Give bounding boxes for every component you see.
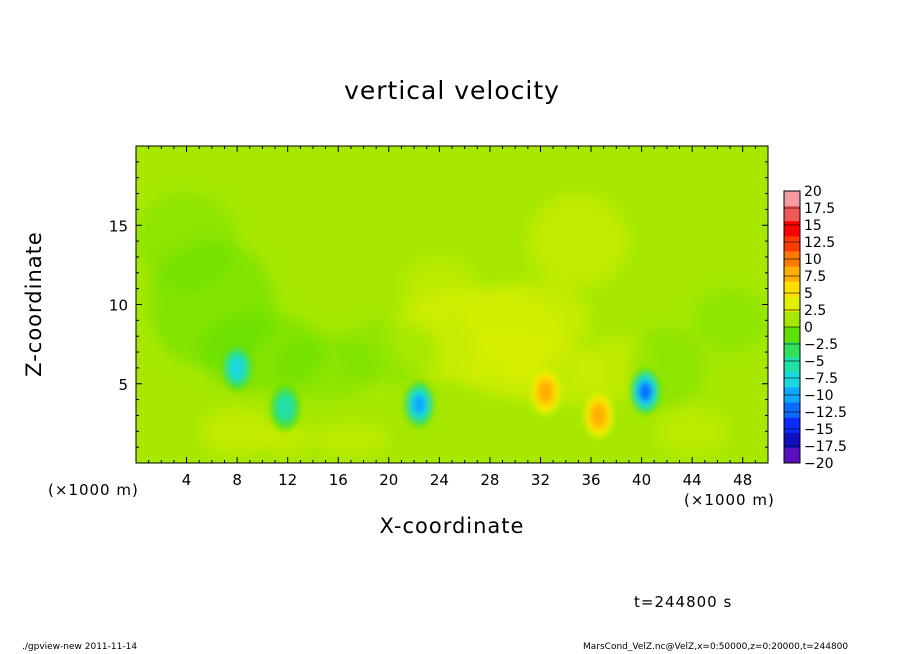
texture-patch: [401, 256, 478, 321]
colorbar-label: −20: [804, 456, 834, 472]
colorbar-label: −12.5: [804, 405, 847, 421]
colorbar-swatch: [784, 281, 800, 298]
time-label: t=244800 s: [634, 593, 733, 611]
texture-patch: [692, 288, 768, 353]
x-tick-label: 4: [182, 471, 192, 489]
colorbar-swatch: [784, 191, 800, 207]
colorbar-swatch: [784, 266, 800, 283]
colorbar-swatch: [784, 206, 800, 222]
x-axis-unit-left: (×1000 m): [48, 481, 139, 499]
footer-data-source: MarsCond_VelZ.nc@VelZ,x=0:50000,z=0:2000…: [583, 642, 849, 652]
texture-patch: [312, 423, 389, 456]
x-tick-label: 12: [278, 471, 297, 489]
colorbar-label: 7.5: [804, 269, 826, 285]
colorbar-label: 12.5: [804, 235, 835, 251]
colorbar-label: −15: [804, 422, 834, 438]
colorbar-swatch: [784, 327, 800, 343]
footer-program-info: ./gpview-new 2011-11-14: [22, 642, 138, 652]
colorbar-label: −7.5: [804, 371, 838, 387]
heatmap-field: [136, 146, 768, 463]
colorbar-swatch: [784, 296, 800, 313]
y-tick-label: 5: [118, 376, 128, 394]
colorbar-swatch: [784, 236, 800, 252]
velocity-feature-5: [639, 383, 652, 401]
colorbar-swatch: [784, 342, 800, 358]
velocity-feature-0: [230, 357, 245, 379]
colorbar-label: 0: [804, 320, 813, 336]
x-axis-ticks: 4 8 12 16 20 24 28 32 36 40 44 48: [148, 146, 756, 489]
y-tick-label: 10: [109, 297, 128, 315]
x-tick-label: 40: [632, 471, 651, 489]
colorbar-swatch: [784, 402, 800, 419]
colorbar-swatch: [784, 447, 800, 464]
velocity-feature-4: [590, 403, 607, 428]
velocity-feature-2: [412, 395, 426, 414]
x-tick-label: 32: [531, 471, 550, 489]
colorbar-label: 17.5: [804, 201, 835, 217]
texture-patch: [338, 320, 440, 384]
colorbar-swatch: [784, 372, 800, 388]
x-axis-label: X-coordinate: [379, 514, 525, 538]
velocity-feature-1: [277, 395, 294, 420]
colorbar-swatch: [784, 221, 800, 237]
y-tick-label: 15: [109, 217, 128, 235]
heatmap-features: [222, 344, 661, 439]
colorbar-label: −5: [804, 354, 825, 370]
texture-patch: [464, 336, 541, 400]
texture-patch: [654, 407, 731, 456]
colorbar-label: 15: [804, 218, 822, 234]
velocity-feature-3: [537, 379, 554, 404]
colorbar-swatch: [784, 432, 800, 449]
y-axis-ticks: 5 10 15: [109, 161, 768, 448]
x-tick-label: 8: [232, 471, 242, 489]
x-tick-label: 16: [329, 471, 348, 489]
colorbar-label: 10: [804, 252, 822, 268]
x-tick-label: 36: [581, 471, 600, 489]
colorbar-swatch: [784, 417, 800, 434]
texture-patch: [527, 193, 629, 289]
texture-patch: [262, 423, 313, 456]
texture-patch: [199, 407, 276, 456]
colorbar-label: 20: [804, 184, 822, 200]
x-tick-label: 44: [683, 471, 702, 489]
colorbar: 2017.51512.5107.552.50−2.5−5−7.5−10−12.5…: [783, 184, 847, 472]
colorbar-label: −2.5: [804, 337, 838, 353]
chart-title: vertical velocity: [344, 76, 560, 105]
x-axis-unit-right: (×1000 m): [684, 491, 775, 509]
colorbar-swatch: [784, 357, 800, 373]
colorbar-label: −10: [804, 388, 834, 404]
colorbar-label: 5: [804, 286, 813, 302]
colorbar-label: 2.5: [804, 303, 826, 319]
x-tick-label: 48: [733, 471, 752, 489]
colorbar-label: −17.5: [804, 439, 847, 455]
x-tick-label: 28: [480, 471, 499, 489]
x-tick-label: 20: [379, 471, 398, 489]
texture-patch: [136, 193, 238, 289]
colorbar-swatch: [784, 311, 800, 328]
x-tick-label: 24: [430, 471, 449, 489]
